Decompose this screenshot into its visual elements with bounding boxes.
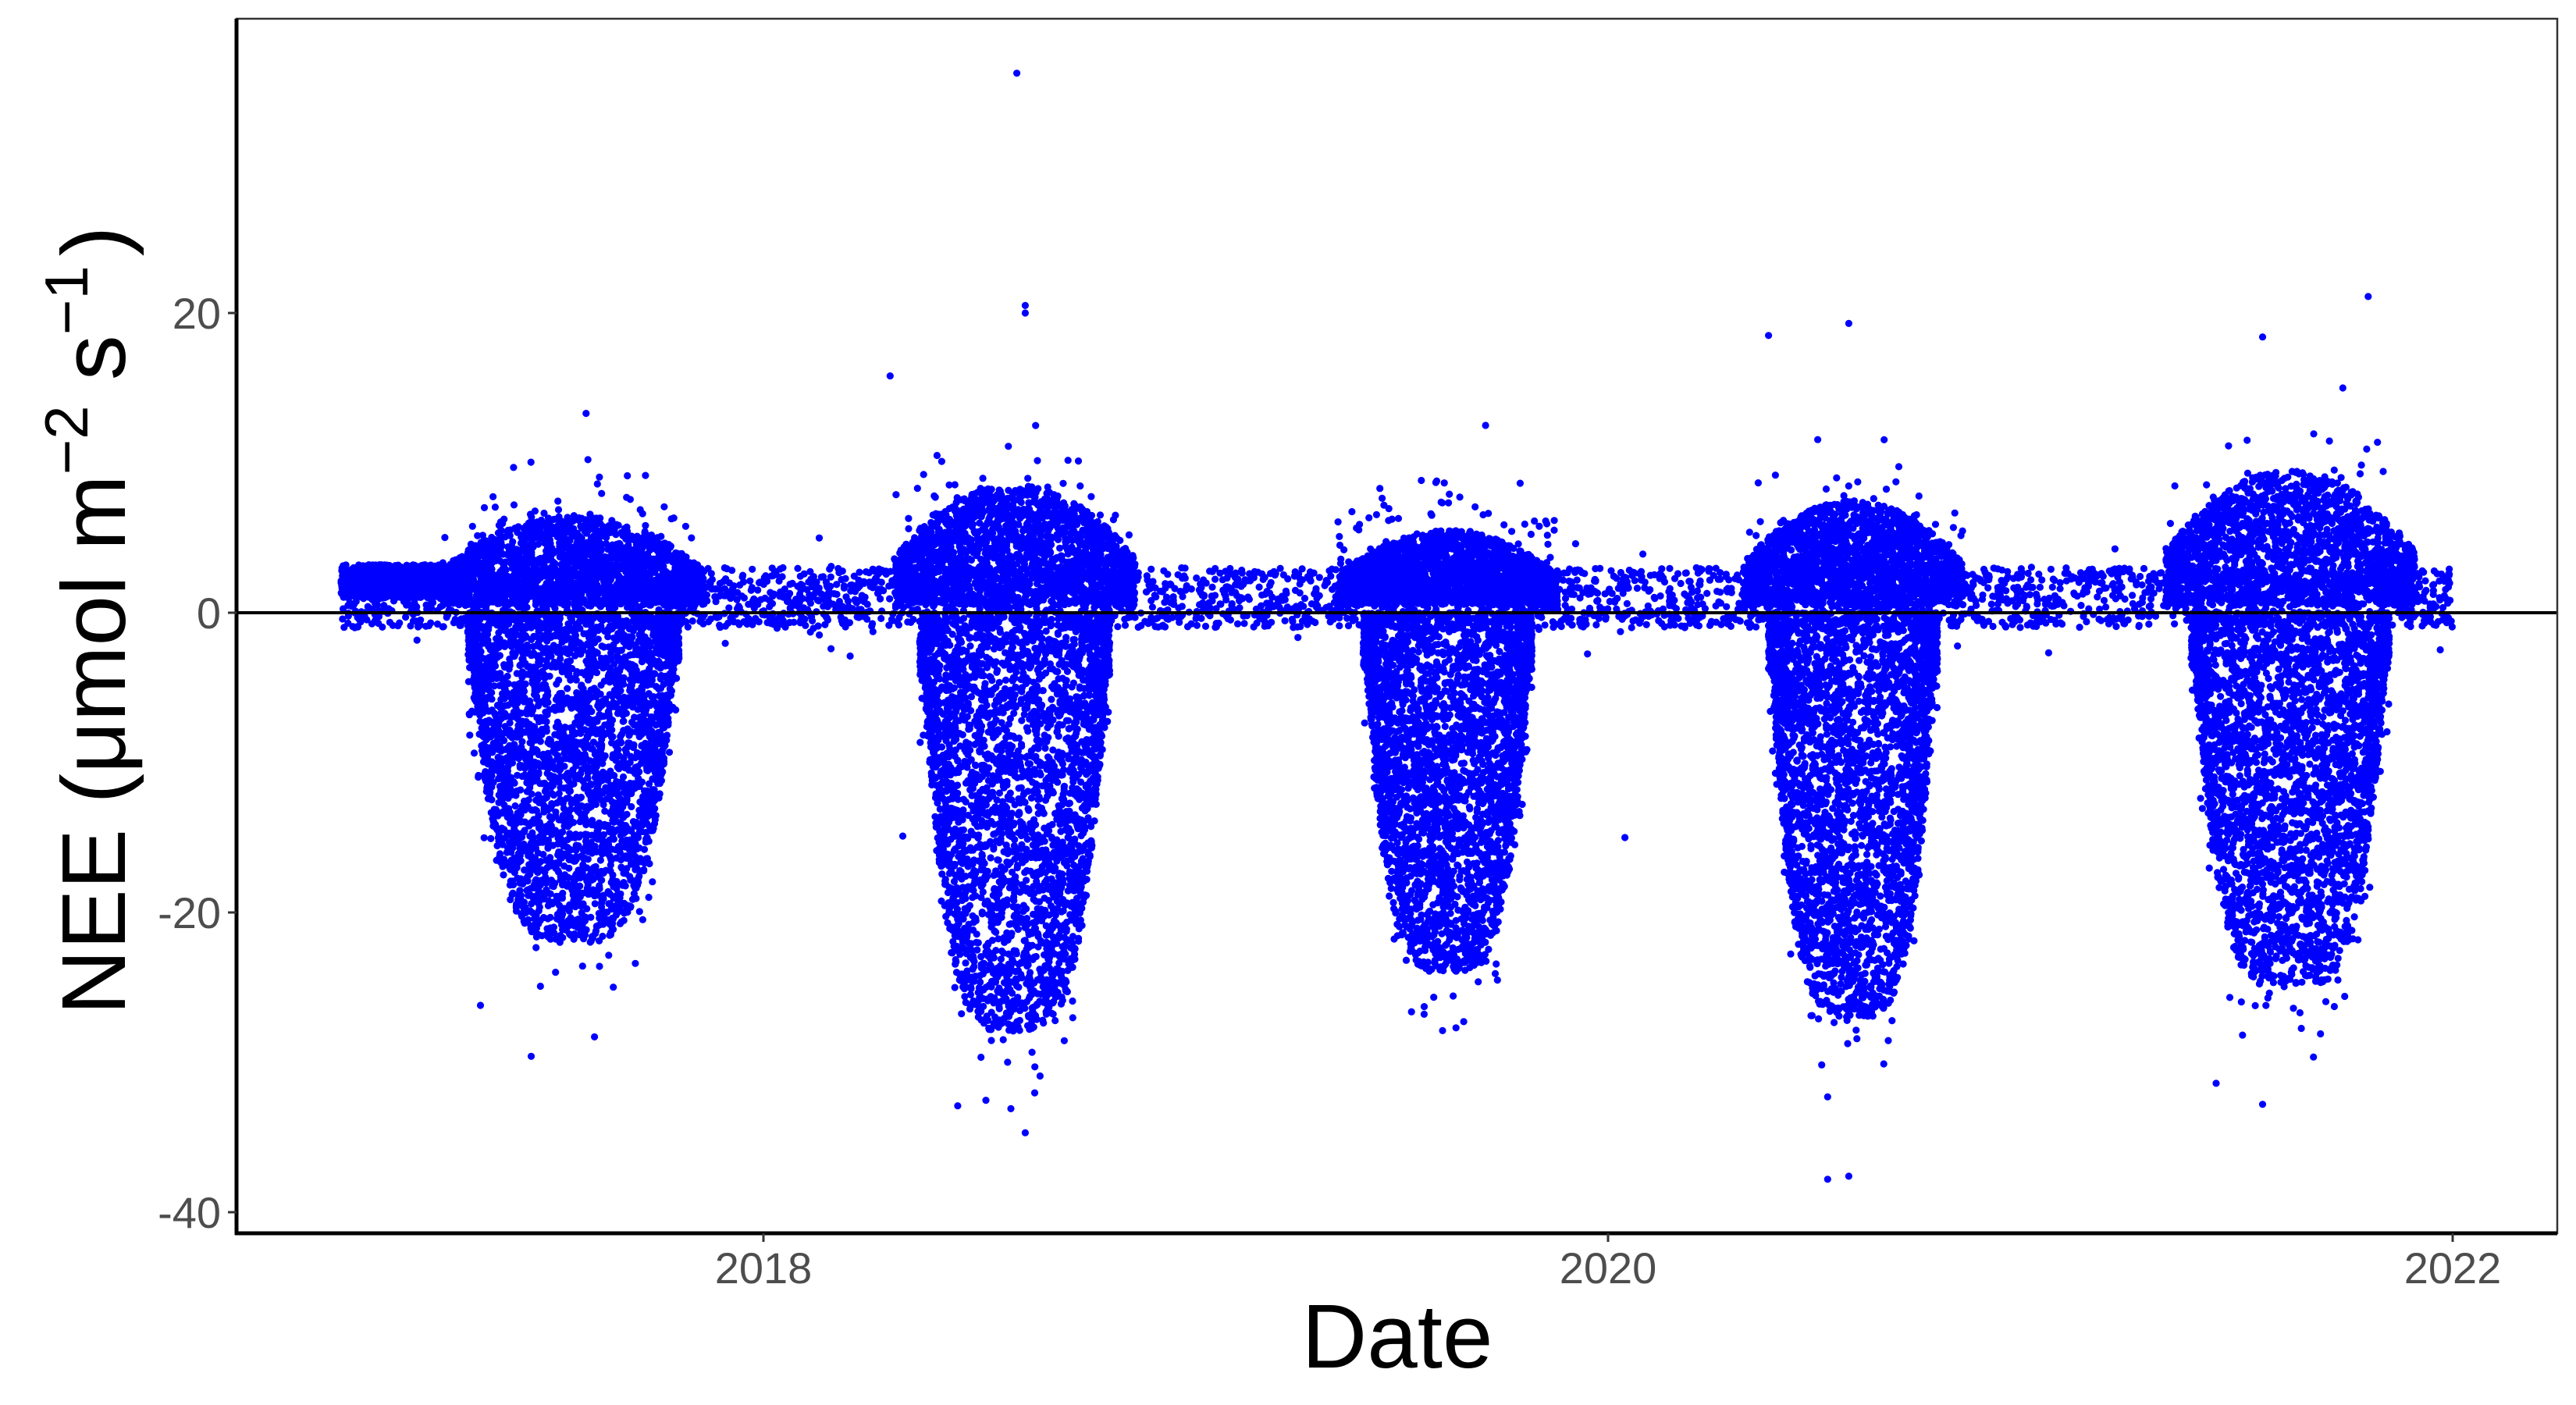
y-tick-label: -20 [158,888,221,937]
y-title-exp1: −2 [32,405,101,475]
svg-text:NEE (μmol m−2 s−1): NEE (μmol m−2 s−1) [32,226,144,1016]
y-title-exp2: −1 [32,265,101,335]
x-tick-label: 2022 [2404,1243,2502,1293]
x-tick-label: 2020 [1560,1243,1657,1293]
data-points [337,69,2457,1183]
y-title-close: ) [43,226,144,257]
x-tick-label: 2018 [715,1243,813,1293]
y-axis-title: NEE (μmol m−2 s−1) [32,226,144,1016]
x-axis-title: Date [1301,1286,1493,1387]
y-tick-label: -40 [158,1188,221,1237]
y-axis-ticks: -40 -20 0 20 [158,289,237,1237]
scatter-points [337,69,2457,1183]
plot-panel [234,17,2559,1236]
x-axis-ticks: 2018 2020 2022 [715,1233,2502,1293]
y-tick-label: 20 [173,289,221,338]
y-title-main: NEE (μmol m [43,475,144,1015]
y-title-mid: s [43,335,144,405]
y-tick-label: 0 [197,589,221,638]
